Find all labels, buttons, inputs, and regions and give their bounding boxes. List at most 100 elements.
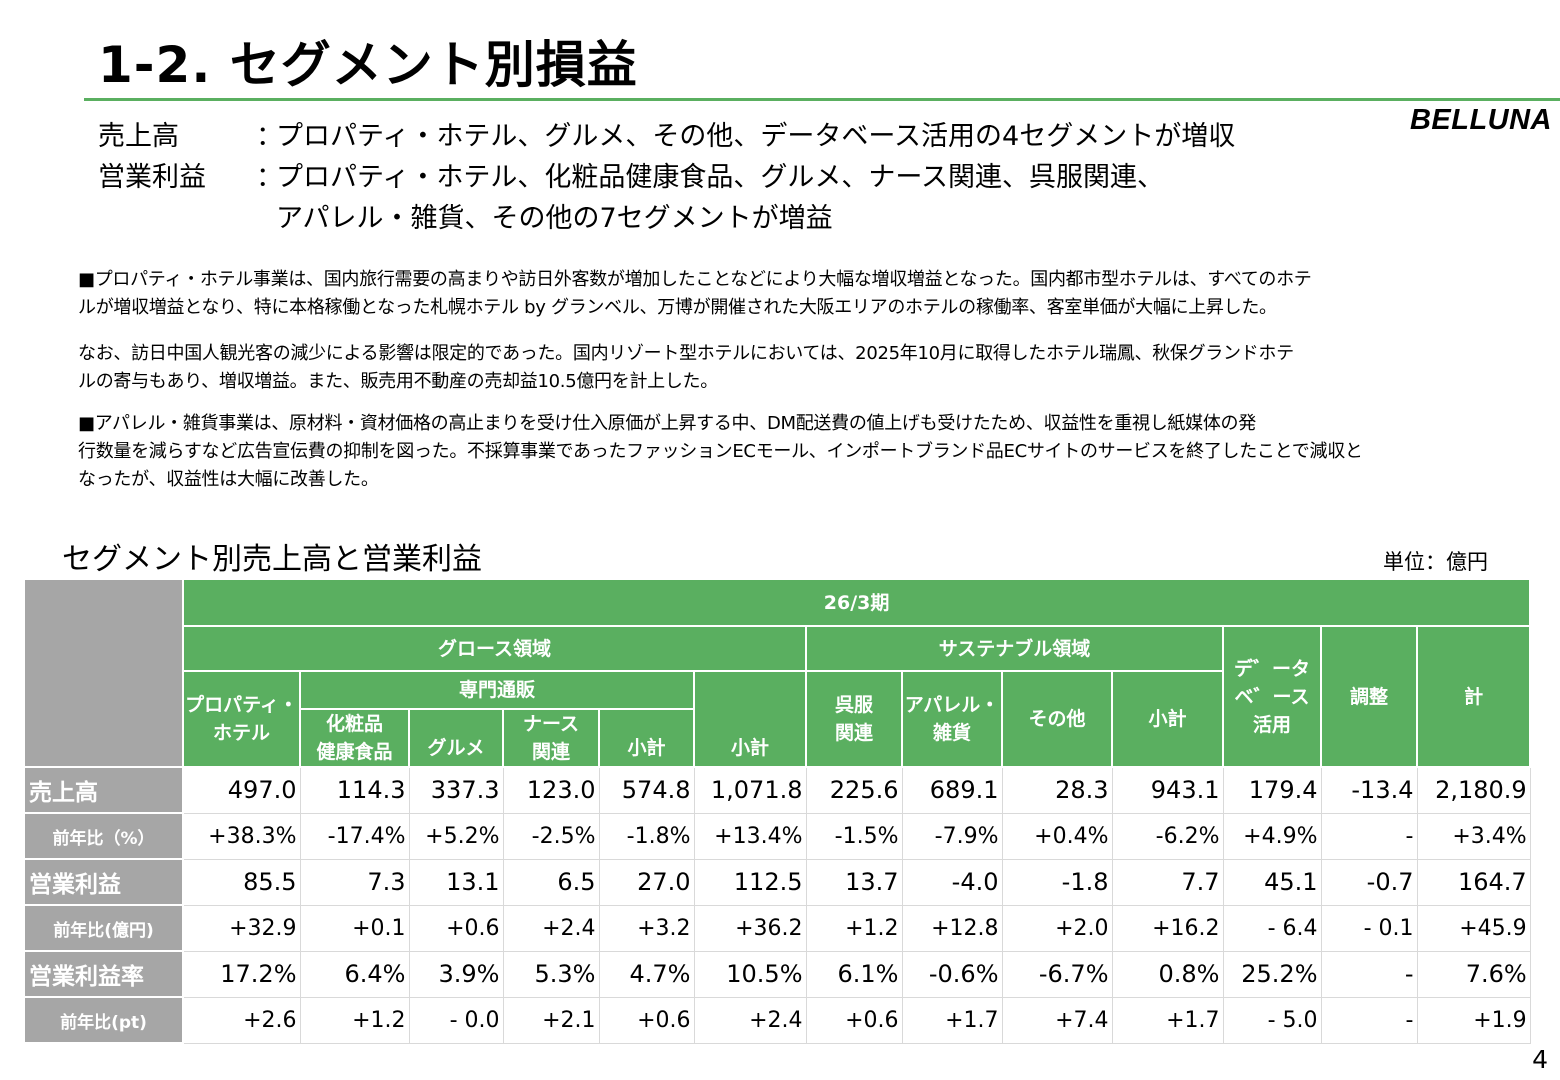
- page-title: 1-2. セグメント別損益: [98, 36, 638, 94]
- table-row: 前年比(億円) +32.9 +0.1 +0.6 +2.4 +3.2 +36.2 +1.2 +12…: [23, 904, 1531, 952]
- table-cell: 112.5: [693, 858, 807, 906]
- table-cell: -0.6%: [901, 950, 1003, 998]
- table-cell: - 0.1: [1320, 904, 1418, 952]
- header-line: プロパティ・: [185, 694, 298, 716]
- col-gourmet: グルメ: [408, 708, 504, 768]
- col-property-hotel: プロパティ・ ホテル: [182, 670, 301, 768]
- table-cell: -0.7: [1320, 858, 1418, 906]
- table-cell: 7.7: [1111, 858, 1224, 906]
- table-cell: +12.8: [901, 904, 1003, 952]
- table-cell: 13.7: [805, 858, 903, 906]
- table-cell: +36.2: [693, 904, 807, 952]
- segment-table: 26/3期 グロース領域 サステナブル領域 デ゛ータ ベ゛ース 活用 調整 計 …: [23, 578, 1532, 1044]
- row-label: 営業利益率: [23, 950, 184, 998]
- table-cell: +0.1: [299, 904, 410, 952]
- table-cell: +4.9%: [1222, 812, 1322, 860]
- header-line: デ゛ータ: [1233, 657, 1310, 680]
- table-cell: 574.8: [598, 766, 695, 814]
- table-cell: +32.9: [182, 904, 301, 952]
- table-cell: 497.0: [182, 766, 301, 814]
- table-cell: +0.6: [805, 996, 903, 1044]
- table-cell: 85.5: [182, 858, 301, 906]
- table-cell: -6.2%: [1111, 812, 1224, 860]
- table-cell: +3.2: [598, 904, 695, 952]
- table-cell: 13.1: [408, 858, 504, 906]
- table-cell: -1.8%: [598, 812, 695, 860]
- row-label: 前年比（%）: [23, 812, 184, 860]
- paragraph-line: ■プロパティ・ホテル事業は、国内旅行需要の高まりや訪日外客数が増加したことなどに…: [78, 269, 1312, 290]
- table-cell: +13.4%: [693, 812, 807, 860]
- table-title: セグメント別売上高と営業利益: [62, 542, 482, 577]
- table-cell: 10.5%: [693, 950, 807, 998]
- table-cell: +2.4: [502, 904, 600, 952]
- header-line: 化粧品: [325, 713, 383, 735]
- paragraph-apparel: ■アパレル・雑貨事業は、原材料・資材価格の高止まりを受け仕入原価が上昇する中、D…: [78, 410, 1518, 494]
- table-cell: +3.4%: [1416, 812, 1531, 860]
- summary-sales-label: 売上高: [98, 121, 179, 152]
- table-cell: 6.5: [502, 858, 600, 906]
- table-cell: +5.2%: [408, 812, 504, 860]
- belluna-logo: BELLUNA: [1409, 104, 1552, 136]
- table-corner-cell: [23, 578, 184, 768]
- table-row: 営業利益 85.5 7.3 13.1 6.5 27.0 112.5 13.7 -4.0 -1.8 7…: [23, 858, 1531, 906]
- header-line: 雑貨: [932, 722, 971, 744]
- col-growth-subtotal: 小計: [693, 670, 807, 768]
- table-cell: +2.4: [693, 996, 807, 1044]
- summary-colon: ：: [256, 162, 283, 193]
- specialty-header: 専門通販: [299, 670, 695, 710]
- table-cell: 45.1: [1222, 858, 1322, 906]
- table-cell: +0.4%: [1001, 812, 1113, 860]
- table-cell: +0.6: [598, 996, 695, 1044]
- table-cell: 6.4%: [299, 950, 410, 998]
- table-row: 営業利益率 17.2% 6.4% 3.9% 5.3% 4.7% 10.5% 6.1% -0.6%…: [23, 950, 1531, 998]
- table-cell: 25.2%: [1222, 950, 1322, 998]
- table-cell: +16.2: [1111, 904, 1224, 952]
- table-cell: 7.6%: [1416, 950, 1531, 998]
- table-cell: -4.0: [901, 858, 1003, 906]
- table-cell: 337.3: [408, 766, 504, 814]
- table-cell: 3.9%: [408, 950, 504, 998]
- table-cell: -17.4%: [299, 812, 410, 860]
- table-cell: +0.6: [408, 904, 504, 952]
- table-cell: 225.6: [805, 766, 903, 814]
- summary-colon: ：: [256, 121, 283, 152]
- row-label: 売上高: [23, 766, 184, 814]
- table-row: 売上高 497.0 114.3 337.3 123.0 574.8 1,071.8 225.6…: [23, 766, 1531, 814]
- summary-profit-text-cont: アパレル・雑貨、その他の7セグメントが増益: [276, 203, 833, 234]
- paragraph-line: ■アパレル・雑貨事業は、原材料・資材価格の高止まりを受け仕入原価が上昇する中、D…: [78, 413, 1256, 434]
- summary-profit-row: 営業利益 ： プロパティ・ホテル、化粧品健康食品、グルメ、ナース関連、呉服関連、: [98, 157, 1235, 198]
- table-cell: +1.7: [1111, 996, 1224, 1044]
- row-label: 前年比(pt): [23, 996, 184, 1044]
- table-row: 前年比(pt) +2.6 +1.2- 0.0 +2.1 +0.6 +2.4 +0.6 +1.7…: [23, 996, 1531, 1044]
- table-cell: 17.2%: [182, 950, 301, 998]
- table-cell: -6.7%: [1001, 950, 1113, 998]
- summary-profit-label: 営業利益: [98, 162, 206, 193]
- table-cell: 0.8%: [1111, 950, 1224, 998]
- col-adjust: 調整: [1320, 625, 1418, 768]
- table-cell: -13.4: [1320, 766, 1418, 814]
- table-cell: -2.5%: [502, 812, 600, 860]
- sustainable-area-header: サステナブル領域: [805, 625, 1224, 672]
- table-cell: +7.4: [1001, 996, 1113, 1044]
- header-line: 活用: [1252, 713, 1291, 736]
- table-cell: +1.2: [805, 904, 903, 952]
- table-cell: 164.7: [1416, 858, 1531, 906]
- row-label: 前年比(億円): [23, 904, 184, 952]
- page-number: 4: [1532, 1045, 1548, 1074]
- paragraph-line: 行数量を減らすなど広告宣伝費の抑制を図った。不採算事業であったファッションECモ…: [78, 441, 1363, 462]
- table-cell: -1.5%: [805, 812, 903, 860]
- table-row: 前年比（%） +38.3% -17.4% +5.2% -2.5% -1.8% +13.4% -…: [23, 812, 1531, 860]
- table-cell: +1.9: [1416, 996, 1531, 1044]
- col-total: 計: [1415, 625, 1532, 768]
- table-cell: +2.0: [1001, 904, 1113, 952]
- header-line: 健康食品: [316, 741, 393, 763]
- paragraph-line: なったが、収益性は大幅に改善した。: [78, 469, 379, 490]
- col-database: デ゛ータ ベ゛ース 活用: [1222, 625, 1322, 768]
- table-cell: -7.9%: [901, 812, 1003, 860]
- row-label: 営業利益: [23, 858, 184, 906]
- header-line: 関連: [834, 722, 873, 744]
- table-cell: +38.3%: [182, 812, 301, 860]
- paragraph-inbound-note: なお、訪日中国人観光客の減少による影響は限定的であった。国内リゾート型ホテルにお…: [78, 340, 1518, 396]
- header-line: ホテル: [212, 722, 270, 744]
- col-cosmetics: 化粧品 健康食品: [299, 708, 410, 768]
